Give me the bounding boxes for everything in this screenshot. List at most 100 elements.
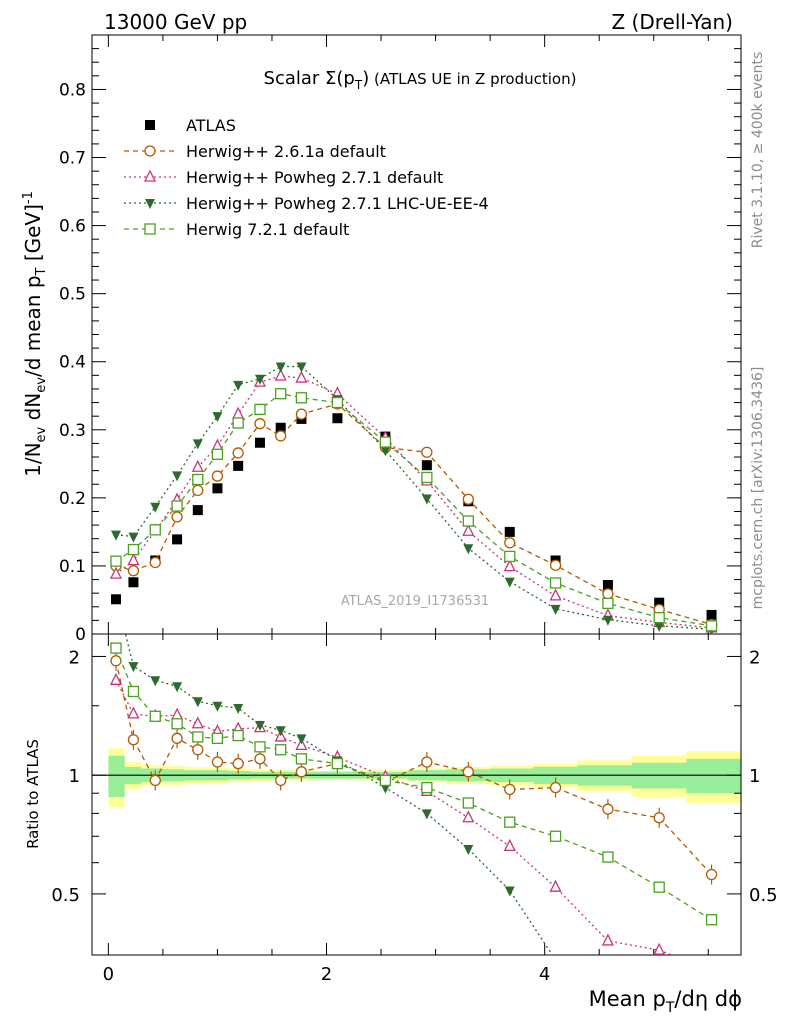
series-4-ratio-point xyxy=(295,753,308,765)
series-3-ratio-line xyxy=(124,634,554,955)
series-4-point xyxy=(254,403,266,416)
legend-marker-4 xyxy=(144,223,156,235)
legend-marker-0 xyxy=(145,120,155,130)
series-2-ratio-point xyxy=(462,810,475,823)
series-3-ratio-point xyxy=(275,726,286,737)
series-2-ratio-point xyxy=(503,838,516,851)
series-3-point xyxy=(504,577,515,588)
series-1-ratio-point xyxy=(254,753,266,765)
series-3-point xyxy=(172,471,183,482)
series-3-ratio-point xyxy=(233,704,244,715)
ratio-axis-label: Ratio to ATLAS xyxy=(24,739,42,849)
series-2-line xyxy=(115,375,712,629)
series-1-point xyxy=(192,484,204,497)
series-3-ratio-point xyxy=(192,697,203,708)
chart-title: Scalar Σ(pT) (ATLAS UE in Z production) xyxy=(264,68,577,92)
series-1-point xyxy=(275,430,287,442)
series-1-point xyxy=(232,447,244,459)
series-1-ratio-point xyxy=(549,781,562,794)
series-0-point xyxy=(110,594,121,605)
legend-marker-1 xyxy=(144,145,156,157)
series-3-line xyxy=(115,365,712,630)
series-4-ratio-point xyxy=(149,710,161,722)
series-1-point xyxy=(127,565,140,577)
series-4-ratio-point xyxy=(127,685,140,698)
series-1-ratio-point xyxy=(232,757,244,770)
y-tick-label: 0.4 xyxy=(59,353,86,373)
series-4-ratio-point xyxy=(602,851,614,863)
series-4-ratio-point xyxy=(705,914,718,926)
x-axis-label: Mean pT/dη dϕ xyxy=(589,987,742,1016)
series-3-point xyxy=(296,362,307,373)
series-4-point xyxy=(379,436,392,448)
ratio-tick-label-right: 0.5 xyxy=(749,885,778,906)
series-2-ratio-point xyxy=(707,964,717,974)
series-0-point xyxy=(172,534,183,545)
series-1-ratio-point xyxy=(211,756,224,768)
series-3-point xyxy=(275,362,286,373)
y-tick-label: 0.6 xyxy=(59,217,86,237)
band-green xyxy=(108,755,741,798)
series-4-ratio-point xyxy=(232,729,244,742)
series-4-point xyxy=(171,500,183,512)
series-4-point xyxy=(275,388,287,400)
ratio-tick-label-right: 1 xyxy=(749,766,760,787)
side-label-rivet: Rivet 3.1.10, ≥ 400k events xyxy=(750,52,766,249)
y-tick-label: 0.2 xyxy=(59,489,86,509)
series-3-point xyxy=(254,374,265,385)
series-3-ratio-point xyxy=(380,783,391,794)
series-1-ratio-point xyxy=(602,803,614,815)
series-3-point xyxy=(380,446,391,457)
series-4-point xyxy=(149,524,161,536)
legend-label-3: Herwig++ Powheg 2.7.1 LHC-UE-EE-4 xyxy=(186,194,489,213)
series-4-ratio-point xyxy=(211,732,224,744)
series-1-point xyxy=(254,418,266,430)
series-4-point xyxy=(232,417,244,429)
series-3-point xyxy=(550,604,561,615)
series-0-point xyxy=(706,609,717,620)
series-2-point xyxy=(462,523,475,536)
series-2-ratio-line xyxy=(115,679,674,955)
series-3-ratio-point xyxy=(172,682,183,693)
x-tick-label: 4 xyxy=(539,964,550,985)
series-4-point xyxy=(421,471,433,484)
series-1-point xyxy=(602,588,614,600)
series-2-point xyxy=(191,459,204,472)
series-1-ratio-point xyxy=(171,732,183,744)
series-4-ratio-point xyxy=(653,881,665,893)
series-3-point xyxy=(212,412,223,423)
legend-marker-3 xyxy=(145,199,155,209)
series-0-point xyxy=(602,579,613,590)
y-tick-label: 0.3 xyxy=(59,421,86,441)
series-4-point xyxy=(602,597,614,610)
series-4-point xyxy=(295,392,308,404)
series-4-point xyxy=(192,473,204,486)
series-1-ratio-point xyxy=(149,774,161,787)
series-2-ratio-point xyxy=(109,672,123,685)
legend-marker-2 xyxy=(143,169,157,182)
series-4-point xyxy=(705,620,718,632)
ratio-tick-label-left: 1 xyxy=(69,766,80,787)
ratio-tick-label-left: 0.5 xyxy=(51,885,80,906)
legend-label-2: Herwig++ Powheg 2.7.1 default xyxy=(186,168,443,187)
series-3-ratio-point xyxy=(128,662,139,673)
series-1-ratio-point xyxy=(653,812,665,824)
series-4-ratio-point xyxy=(254,741,266,753)
series-2-point xyxy=(295,370,308,383)
series-3-ratio-point xyxy=(150,676,161,687)
side-label-mcplots: mcplots.cern.ch [arXiv:1306.3436] xyxy=(750,367,766,610)
series-3-ratio-point xyxy=(551,956,561,966)
series-4-line xyxy=(115,393,712,627)
series-4-ratio-point xyxy=(110,642,122,654)
series-4-point xyxy=(110,555,122,567)
series-1-point xyxy=(462,493,474,505)
series-1-ratio-point xyxy=(504,783,516,796)
series-4-ratio-point xyxy=(171,718,183,730)
header-left: 13000 GeV pp xyxy=(104,10,247,34)
lower-plot-frame xyxy=(91,633,742,956)
series-1-ratio-point xyxy=(275,774,287,787)
series-4-point xyxy=(127,543,140,556)
series-2-ratio-point xyxy=(295,737,308,751)
series-4-point xyxy=(504,550,516,563)
